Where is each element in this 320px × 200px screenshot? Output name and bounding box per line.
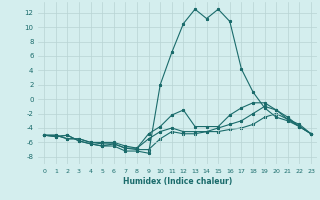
X-axis label: Humidex (Indice chaleur): Humidex (Indice chaleur)	[123, 177, 232, 186]
